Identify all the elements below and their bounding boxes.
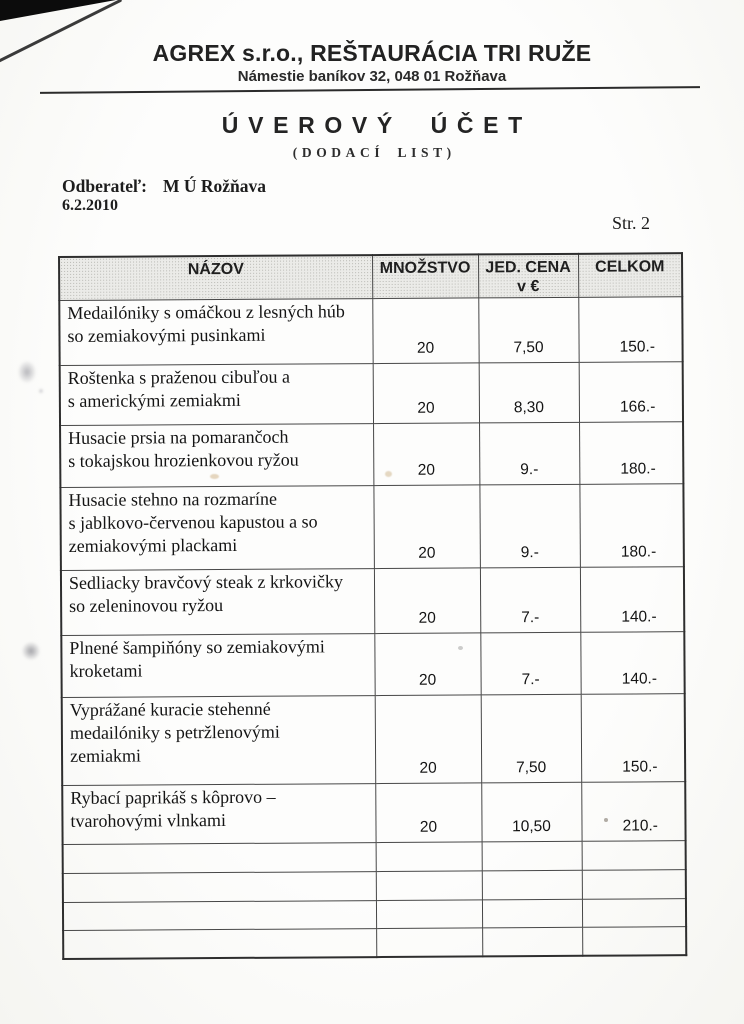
customer-line: Odberateľ: M Ú Rožňava (62, 176, 266, 197)
table-row: Husacie prsia na pomarančoch s tokajskou… (60, 421, 684, 488)
unit-price-cell (481, 899, 583, 928)
table-row: Medailóniky s omáčkou z lesných húb so z… (59, 296, 683, 366)
total-cell (582, 926, 687, 956)
customer-label: Odberateľ: (62, 176, 147, 196)
company-address: Námestie baníkov 32, 048 01 Rožňava (237, 68, 507, 85)
total-cell (581, 869, 686, 900)
column-header-unit-price-line1: JED. CENA (485, 258, 571, 277)
unit-price-cell (482, 927, 583, 956)
unit-price-cell: 10,50 (481, 782, 582, 842)
item-name-cell: Vyprážané kuracie stehenné medailóniky s… (61, 695, 376, 786)
scan-speck (604, 818, 608, 822)
quantity-cell: 20 (374, 632, 481, 696)
unit-price-cell: 7.- (480, 632, 581, 695)
total-cell: 150.- (580, 693, 686, 783)
quantity-cell: 20 (373, 484, 480, 569)
item-name-cell: Husacie stehno na rozmaríne s jablkovo-č… (60, 485, 374, 571)
item-name-cell (62, 871, 376, 903)
scan-speck (458, 646, 463, 650)
unit-price-cell: 9.- (479, 422, 580, 485)
scan-speck (385, 471, 392, 477)
item-name-cell: Medailóniky s omáčkou z lesných húb so z… (59, 298, 373, 366)
document-subtitle: (DODACÍ LIST) (292, 145, 456, 160)
total-cell (581, 840, 686, 871)
total-cell: 180.- (579, 483, 684, 568)
empty-table-row (62, 869, 686, 903)
item-name-cell: Roštenka s praženou cibuľou a s americký… (59, 363, 374, 426)
customer-value: M Ú Rožňava (163, 176, 267, 196)
table-row: Husacie stehno na rozmaríne s jablkovo-č… (60, 483, 684, 571)
scan-smudge (38, 388, 44, 394)
quantity-cell (375, 899, 483, 929)
item-name-cell (63, 928, 377, 959)
unit-price-cell: 8,30 (478, 362, 580, 423)
quantity-cell (376, 927, 483, 957)
letterhead-divider (40, 86, 700, 95)
total-cell: 140.- (579, 566, 685, 633)
unit-price-cell: 9.- (479, 484, 580, 568)
document-date: 6.2.2010 (62, 197, 118, 214)
item-name-cell: Rybací paprikáš s kôprovo – tvarohovými … (62, 783, 376, 845)
column-header-quantity: MNOŽSTVO (372, 254, 479, 299)
scan-smudge (14, 356, 40, 388)
total-cell: 140.- (580, 631, 685, 695)
column-header-unit-price: JED. CENA v € (477, 253, 579, 298)
unit-price-cell (481, 841, 582, 871)
table-row: Roštenka s praženou cibuľou a s americký… (59, 361, 684, 426)
total-cell: 180.- (579, 421, 684, 485)
table-row: Rybací paprikáš s kôprovo – tvarohovými … (62, 781, 686, 845)
column-header-name: NÁZOV (59, 255, 373, 301)
quantity-cell: 20 (372, 297, 479, 364)
unit-price-cell: 7,50 (478, 297, 579, 363)
total-cell: 166.- (578, 361, 684, 423)
total-cell (581, 898, 687, 928)
empty-table-row (63, 926, 687, 959)
quantity-cell: 20 (375, 782, 482, 843)
empty-table-row (62, 898, 687, 931)
column-header-total: CELKOM (577, 253, 683, 298)
item-name-cell: Plnené šampiňóny so zemiakovými kroketam… (61, 633, 375, 698)
item-name-cell (62, 900, 377, 931)
quantity-cell: 20 (372, 362, 480, 424)
table-row: Plnené šampiňóny so zemiakovými kroketam… (61, 631, 685, 698)
unit-price-cell: 7.- (479, 567, 581, 633)
scan-smudge (18, 638, 44, 664)
column-header-unit-price-line2: v € (517, 278, 540, 296)
scan-speck (210, 474, 219, 479)
quantity-cell (375, 870, 482, 901)
quantity-cell (375, 841, 482, 872)
table-header-row: NÁZOV MNOŽSTVO JED. CENA v € CELKOM (59, 253, 683, 301)
document-title: ÚVEROVÝ ÚČET (221, 112, 532, 138)
item-name-cell: Sedliacky bravčový steak z krkovičky so … (60, 568, 375, 636)
empty-table-row (62, 840, 686, 874)
table-row: Vyprážané kuracie stehenné medailóniky s… (61, 693, 686, 786)
total-cell: 150.- (578, 296, 683, 363)
quantity-cell: 20 (374, 694, 482, 784)
quantity-cell: 20 (373, 567, 481, 634)
unit-price-cell: 7,50 (480, 694, 582, 783)
items-table: NÁZOV MNOŽSTVO JED. CENA v € CELKOM Meda… (58, 252, 688, 960)
unit-price-cell (481, 870, 582, 900)
page-number: Str. 2 (612, 213, 651, 233)
table-row: Sedliacky bravčový steak z krkovičky so … (60, 566, 685, 636)
total-cell: 210.- (581, 781, 686, 842)
company-name: AGREX s.r.o., REŠTAURÁCIA TRI RUŽE (152, 40, 592, 66)
item-name-cell (62, 842, 376, 874)
